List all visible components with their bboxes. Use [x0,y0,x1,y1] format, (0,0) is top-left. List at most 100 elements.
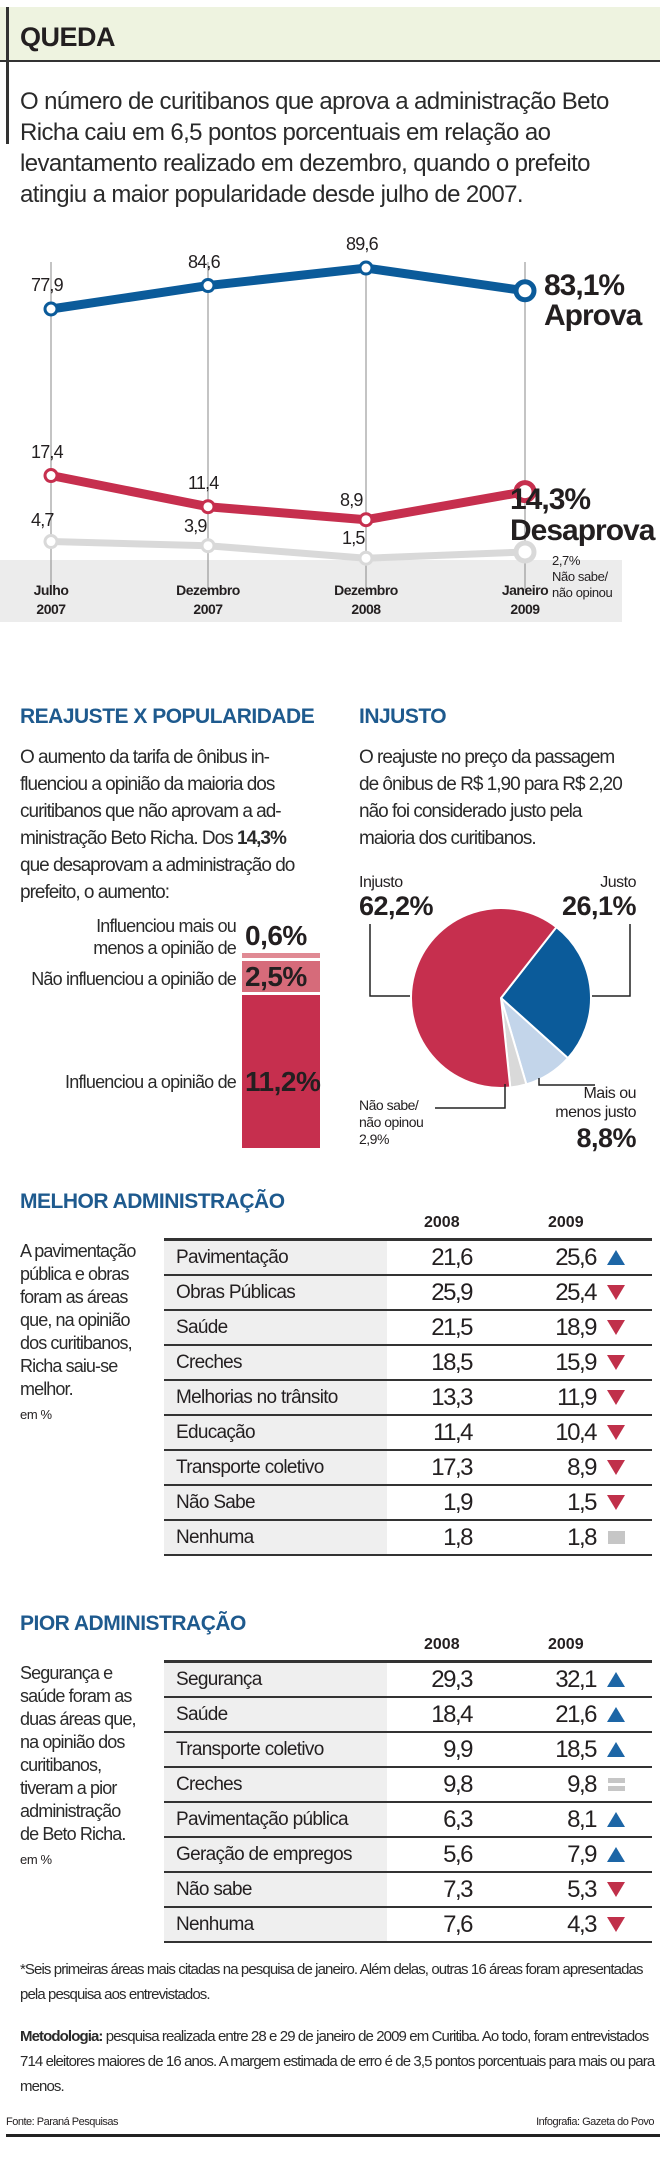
value-2008: 9,9 [443,1735,473,1763]
row-label: Não Sabe [164,1486,387,1519]
tick-line: 2008 [351,601,381,617]
methodology-label: Metodologia: [20,2028,103,2045]
data-label: 8,9 [340,489,363,510]
tick-line: Dezembro [334,582,398,598]
desaprova-label: Desaprova [510,514,655,547]
aprova-label: Aprova [544,299,642,332]
data-table: Segurança 29,3 32,1 Saúde 18,4 21,6 Transporte… [164,1660,652,1943]
trend-up-icon [607,1847,625,1862]
text-line: de ônibus de R$ 1,90 para R$ 2,20 [359,774,623,795]
table-row: Nenhuma 7,6 4,3 [164,1908,652,1943]
table-row: Nenhuma 1,8 1,8 [164,1521,652,1556]
tick-line: 2007 [193,601,223,617]
bar-value: 0,6% [245,920,307,951]
value-2009: 15,9 [555,1348,597,1376]
label-line: Influenciou mais ou [96,916,237,936]
trend-cell [596,1672,636,1687]
row-label: Educação [164,1416,387,1449]
data-point [43,301,59,317]
trend-down-icon [607,1390,625,1405]
aprova-value: 83,1% [544,269,625,302]
row-label: Transporte coletivo [164,1451,387,1484]
data-label: 11,4 [188,472,219,493]
trend-cell [596,1778,636,1791]
pie-label-injusto: Injusto [359,874,403,891]
row-label: Creches [164,1768,387,1801]
intro-text: O número de curitibanos que aprova a adm… [20,88,609,208]
value-2008: 9,8 [443,1770,473,1798]
data-label: 17,4 [31,441,64,462]
table-row: Não sabe 7,3 5,3 [164,1873,652,1908]
value-2008: 18,5 [431,1348,473,1376]
trend-up-icon [607,1672,625,1687]
trend-cell [596,1320,636,1335]
trend-same-icon [607,1531,625,1544]
trend-cell [596,1917,636,1932]
header-accent-bar [6,7,9,144]
trend-cell [596,1250,636,1265]
row-label: Saúde [164,1311,387,1344]
table-row: Obras Públicas 25,9 25,4 [164,1276,652,1311]
line-chart [43,260,537,590]
row-label: Geração de empregos [164,1838,387,1871]
trend-down-icon [607,1320,625,1335]
data-table: Pavimentação 21,6 25,6 Obras Públicas 25,9 25… [164,1238,652,1556]
label-line: Não sabe/ [359,1097,419,1113]
value-2008: 29,3 [431,1665,473,1693]
trend-cell [596,1707,636,1722]
table-row: Pavimentação 21,6 25,6 [164,1241,652,1276]
value-2008: 1,9 [443,1488,473,1516]
trend-down-icon [607,1917,625,1932]
row-label: Segurança [164,1663,387,1696]
row-label: Nenhuma [164,1908,387,1941]
value-2008: 17,3 [431,1453,473,1481]
reajuste-text: O aumento da tarifa de ônibus in- fluenc… [20,744,295,906]
leader-line [369,924,410,997]
leader-line [538,1078,595,1086]
trend-down-icon [607,1495,625,1510]
value-2008: 13,3 [431,1383,473,1411]
text-line: fluenciou a opinião da maioria dos [20,774,275,795]
nao-sabe-label-1: Não sabe/ [552,569,608,584]
table-heading: PIOR ADMINISTRAÇÃO [20,1612,246,1635]
pie-value-mais-ou-menos: 8,8% [576,1123,636,1153]
methodology: Metodologia: pesquisa realizada entre 28… [20,2024,655,2099]
trend-cell [596,1742,636,1757]
trend-down-icon [607,1882,625,1897]
table-row: Transporte coletivo 17,3 8,9 [164,1451,652,1486]
trend-cell [596,1425,636,1440]
x-tick-label: Dezembro 2008 [321,581,411,619]
pie-slice [410,907,558,1089]
data-point [513,540,537,564]
value-2008: 11,4 [433,1418,473,1446]
pie-slice [499,925,592,1060]
text-line: prefeito, o aumento: [20,882,170,903]
trend-equal-icon [607,1778,625,1791]
table-row: Creches 18,5 15,9 [164,1346,652,1381]
nao-sabe-value: 2,7% [552,553,581,568]
row-label: Não sabe [164,1873,387,1906]
trend-cell [596,1882,636,1897]
trend-up-icon [607,1707,625,1722]
trend-cell [596,1531,636,1544]
x-tick-label: Janeiro 2009 [480,581,570,619]
value-2008: 7,6 [443,1910,473,1938]
bar-label: Não influenciou a opinião de [31,969,237,989]
value-2008: 1,8 [443,1523,473,1551]
page-title: QUEDA [20,22,116,52]
value-2009: 5,3 [567,1875,597,1903]
data-point [200,278,216,294]
leader-line [435,1084,506,1109]
data-point [200,538,216,554]
row-label: Pavimentação [164,1241,387,1274]
pie-value-justo: 26,1% [561,891,637,921]
data-point [513,279,537,303]
label-line: não opinou [359,1114,424,1130]
data-point [358,512,374,528]
value-2008: 21,6 [431,1243,473,1271]
row-label: Obras Públicas [164,1276,387,1309]
trend-cell [596,1812,636,1827]
pie-label-nao-sabe: Não sabe/ não opinou 2,9% [359,1097,424,1148]
value-2009: 18,9 [555,1313,597,1341]
pie-label-mais-ou-menos: Mais ou menos justo [555,1084,636,1122]
